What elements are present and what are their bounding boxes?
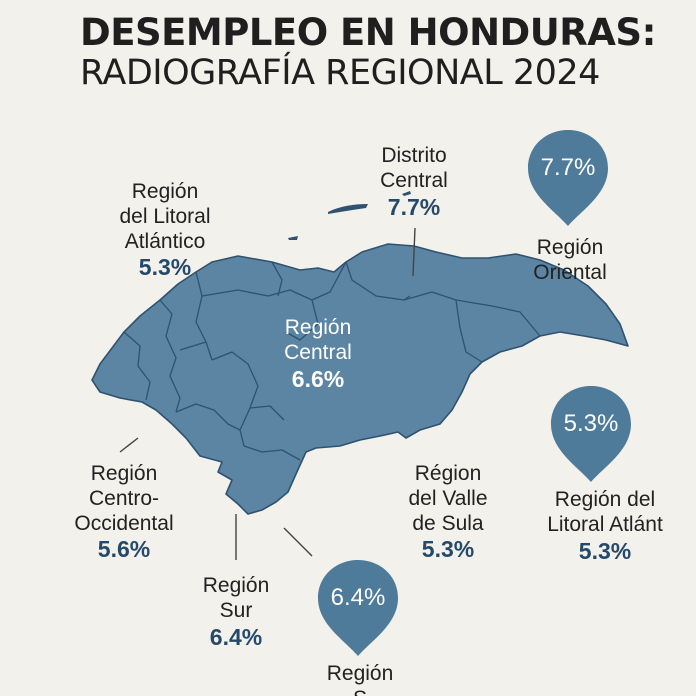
centro-occidental-name-1: Región bbox=[90, 462, 158, 485]
bottom-region-name-2: S bbox=[310, 687, 410, 696]
oriental-name-2: Oriental bbox=[533, 260, 607, 284]
litoral-atlantico-name-3: Atlántico bbox=[124, 229, 206, 253]
title-line-1: DESEMPLEO EN HONDURAS: bbox=[80, 11, 656, 54]
bay-island-guanaja bbox=[402, 191, 411, 196]
oriental-name-1: Región bbox=[536, 236, 604, 259]
label-central: Región Central 6.6% bbox=[268, 316, 368, 393]
central-value: 6.6% bbox=[291, 365, 345, 392]
pin-oriental-value: 7.7% bbox=[540, 154, 596, 181]
distrito-central-name-1: Distrito bbox=[381, 144, 447, 167]
bay-island-utila bbox=[288, 236, 298, 240]
map-title: DESEMPLEO EN HONDURAS: RADIOGRAFÍA REGIO… bbox=[80, 11, 680, 94]
valle-sula-name-3: de Sula bbox=[412, 511, 484, 535]
litoral-atlantico-name-1: Región bbox=[131, 180, 199, 203]
centro-occidental-name-3: Occidental bbox=[74, 511, 174, 535]
central-name-1: Región bbox=[284, 316, 352, 339]
centro-occidental-value: 5.6% bbox=[97, 536, 151, 563]
distrito-central-name-2: Central bbox=[380, 168, 448, 192]
litoral-atlantico-value: 5.3% bbox=[138, 254, 192, 281]
central-name-2: Central bbox=[284, 340, 352, 364]
label-litoral-atlantico: Región del Litoral Atlántico 5.3% bbox=[100, 180, 230, 281]
litoral-atlantico-2-name-2: Litoral Atlánt bbox=[547, 512, 663, 536]
bay-island-roatan bbox=[328, 204, 368, 214]
litoral-atlantico-2-name-1: Región del bbox=[554, 488, 656, 511]
leader-lines bbox=[119, 227, 416, 560]
pin-litoral-value: 5.3% bbox=[563, 410, 619, 437]
title-line-2: RADIOGRAFÍA REGIONAL 2024 bbox=[80, 53, 600, 94]
pin-oriental bbox=[528, 130, 608, 226]
label-litoral-atlantico-2: Región del Litoral Atlánt 5.3% bbox=[530, 488, 680, 565]
label-bottom-region: Región S bbox=[310, 662, 410, 696]
litoral-atlantico-2-value: 5.3% bbox=[578, 537, 632, 564]
pin-bottom-value: 6.4% bbox=[330, 584, 386, 611]
leader-distrito-central bbox=[412, 227, 416, 277]
bottom-region-name-1: Región bbox=[326, 662, 394, 685]
distrito-central-value: 7.7% bbox=[387, 193, 441, 220]
leader-centro-occidental bbox=[119, 437, 139, 453]
label-sur: Región Sur 6.4% bbox=[186, 574, 286, 651]
pin-litoral-atlantico bbox=[551, 386, 631, 482]
sur-name-1: Región bbox=[202, 574, 270, 597]
sur-value: 6.4% bbox=[209, 623, 263, 650]
country-outline bbox=[91, 243, 629, 515]
litoral-atlantico-name-2: del Litoral bbox=[119, 204, 211, 228]
label-valle-sula: Région del Valle de Sula 5.3% bbox=[398, 462, 498, 563]
valle-sula-value: 5.3% bbox=[421, 536, 475, 563]
valle-sula-name-2: del Valle bbox=[408, 486, 488, 510]
label-centro-occidental: Región Centro- Occidental 5.6% bbox=[62, 462, 186, 563]
centro-occidental-name-2: Centro- bbox=[88, 486, 160, 510]
valle-sula-name-1: Région bbox=[414, 462, 482, 485]
department-borders bbox=[123, 261, 541, 461]
leader-bottom bbox=[283, 527, 313, 557]
label-oriental: Región Oriental bbox=[520, 236, 620, 286]
label-distrito-central: Distrito Central 7.7% bbox=[364, 144, 464, 221]
pin-bottom bbox=[318, 560, 398, 656]
sur-name-2: Sur bbox=[219, 598, 253, 622]
